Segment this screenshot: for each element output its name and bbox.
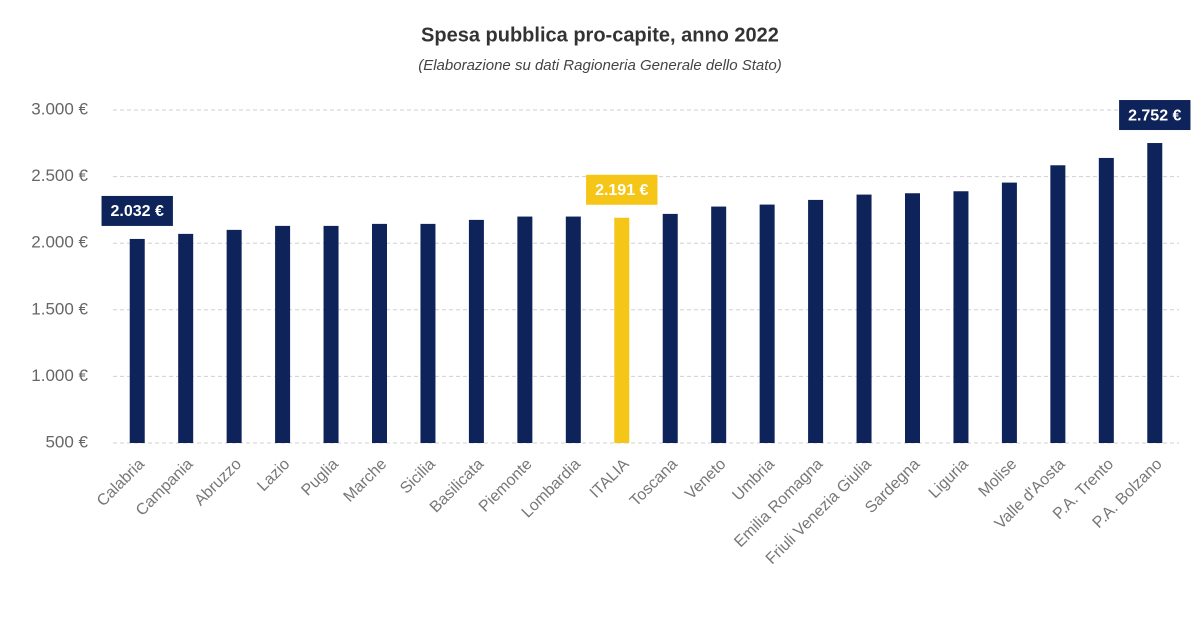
bar <box>808 199 824 443</box>
value-label-box <box>1119 100 1191 131</box>
bar <box>565 216 581 443</box>
bar <box>759 204 775 443</box>
value-label-group: 2.752 € <box>1119 100 1191 131</box>
value-label: 2.191 € <box>595 182 648 199</box>
y-tick-label: 3.000 € <box>31 99 88 118</box>
y-tick-label: 2.000 € <box>31 233 88 252</box>
x-tick-label: Marche <box>341 456 391 506</box>
bar <box>129 238 145 443</box>
bar <box>1098 157 1114 443</box>
bar <box>1147 143 1163 443</box>
bar <box>711 206 727 443</box>
bar <box>662 213 678 443</box>
x-tick-label: Sicilia <box>397 456 439 498</box>
x-tick-label: Puglia <box>298 456 342 500</box>
value-label-group: 2.191 € <box>586 174 658 205</box>
bar <box>468 219 484 443</box>
bar <box>372 223 387 443</box>
y-tick-label: 1.500 € <box>31 299 88 318</box>
y-tick-label: 1.000 € <box>31 366 88 385</box>
x-tick-label: Veneto <box>682 456 729 503</box>
bar <box>275 225 291 443</box>
bar <box>614 217 630 443</box>
value-label-box <box>101 195 173 226</box>
value-label: 2.032 € <box>111 203 164 220</box>
bar <box>1050 165 1066 443</box>
y-tick-label: 500 € <box>45 432 88 451</box>
bar <box>178 233 194 443</box>
x-tick-label: Liguria <box>926 456 972 502</box>
value-label-box <box>586 174 658 205</box>
bar <box>905 193 920 443</box>
x-tick-label: Umbria <box>729 456 778 505</box>
chart-title: Spesa pubblica pro-capite, anno 2022 <box>421 24 779 46</box>
x-tick-label: Abruzzo <box>191 456 245 510</box>
bar <box>323 225 339 443</box>
bar <box>226 229 242 443</box>
x-tick-label: Emilia Romagna <box>731 456 826 551</box>
bar <box>953 191 969 443</box>
x-tick-label: Lazio <box>254 456 293 495</box>
bar <box>420 223 436 443</box>
bar <box>856 194 872 443</box>
value-label: 2.752 € <box>1128 107 1181 124</box>
x-tick-label: ITALIA <box>587 456 633 502</box>
bar <box>1001 182 1017 443</box>
value-label-group: 2.032 € <box>101 195 173 226</box>
chart-subtitle: (Elaborazione su dati Ragioneria General… <box>418 57 782 74</box>
y-tick-label: 2.500 € <box>31 166 88 185</box>
x-tick-label: Toscana <box>627 456 681 510</box>
x-tick-label: Molise <box>976 456 1021 501</box>
bar <box>517 216 533 443</box>
